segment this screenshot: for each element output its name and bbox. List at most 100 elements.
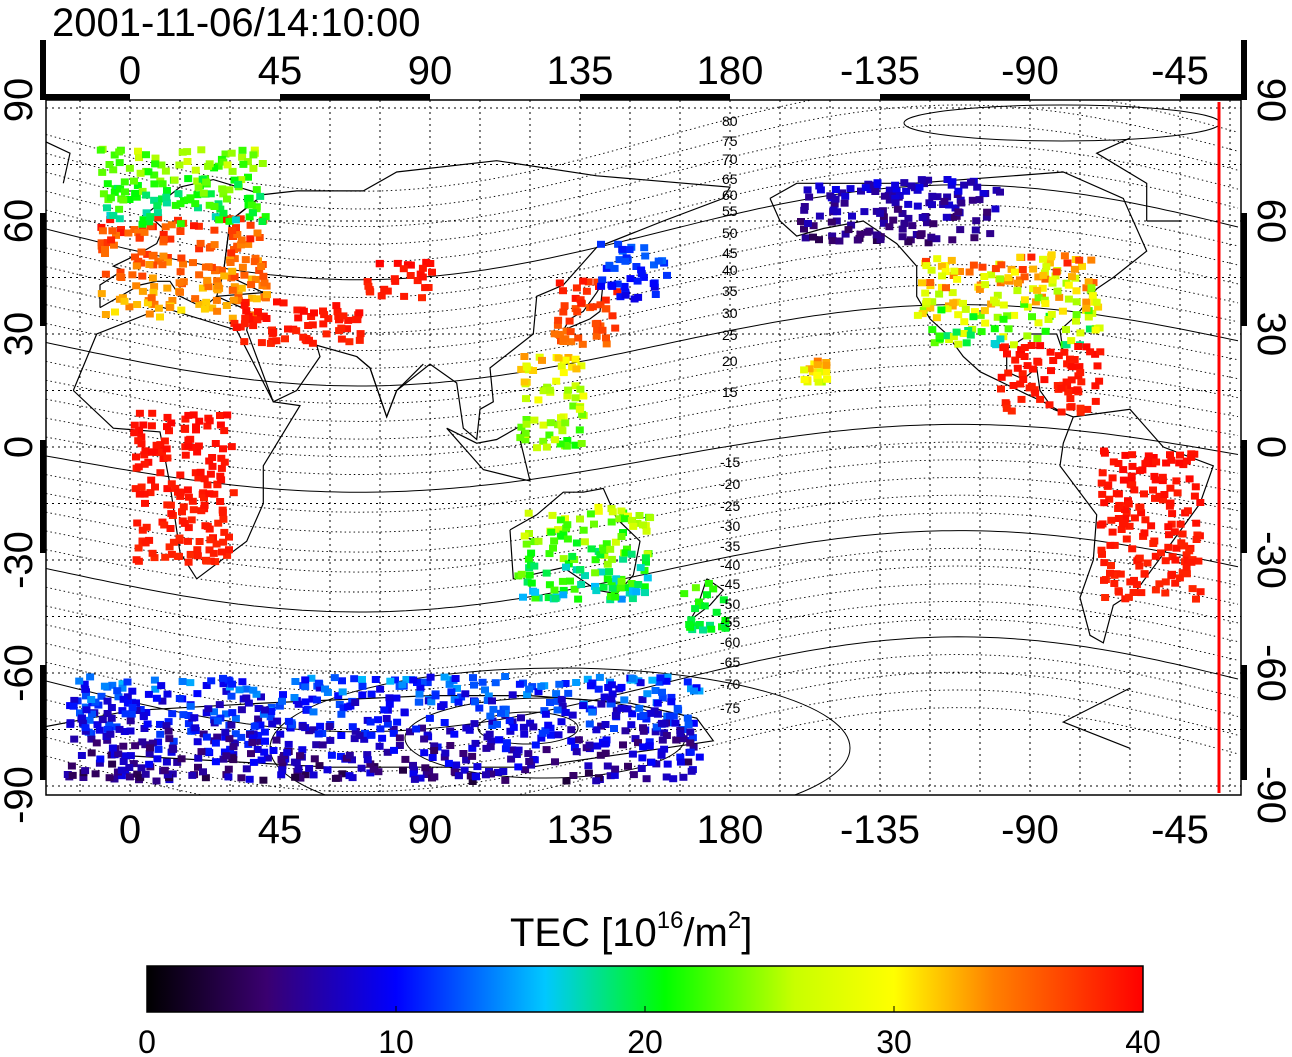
tec-cell bbox=[584, 769, 593, 777]
tec-cell bbox=[959, 299, 967, 307]
tec-cell bbox=[103, 725, 112, 733]
tec-cell bbox=[298, 723, 307, 731]
tec-cell bbox=[355, 732, 364, 740]
tec-cell bbox=[501, 673, 510, 680]
colorbar-title-exponent: 16 bbox=[657, 907, 684, 934]
tec-cell bbox=[1128, 451, 1137, 459]
tec-cell bbox=[336, 752, 345, 760]
tec-cell bbox=[119, 196, 128, 204]
tec-cell bbox=[1107, 562, 1115, 569]
tec-cell bbox=[577, 581, 586, 588]
tec-cell bbox=[163, 423, 171, 431]
tec-cell bbox=[77, 752, 86, 759]
tec-cell bbox=[531, 594, 540, 602]
tec-cell bbox=[540, 707, 549, 715]
tec-cell bbox=[591, 582, 599, 590]
tec-cell bbox=[158, 195, 166, 203]
tec-cell bbox=[471, 739, 480, 747]
tec-cell bbox=[234, 288, 243, 296]
tec-cell bbox=[709, 585, 718, 593]
tec-cell bbox=[893, 205, 902, 213]
tec-cell bbox=[512, 751, 521, 758]
tec-cell bbox=[530, 756, 539, 764]
tec-cell bbox=[230, 283, 239, 291]
tec-cell bbox=[922, 257, 930, 265]
tec-cell bbox=[337, 732, 346, 739]
tec-cell bbox=[991, 205, 1000, 213]
tec-cell bbox=[1062, 326, 1070, 334]
tec-cell bbox=[557, 362, 566, 370]
tec-cell bbox=[266, 713, 275, 721]
tec-cell bbox=[1190, 492, 1199, 500]
tec-cell bbox=[1046, 348, 1055, 356]
tec-cell bbox=[962, 339, 971, 347]
tec-cell bbox=[227, 149, 236, 157]
tec-cell bbox=[539, 387, 548, 395]
tec-cell bbox=[943, 193, 952, 201]
tec-cell bbox=[217, 476, 226, 484]
tec-cell bbox=[1019, 376, 1028, 383]
tec-cell bbox=[608, 584, 617, 592]
tec-cell bbox=[1041, 275, 1050, 283]
tec-cell bbox=[892, 187, 901, 195]
tec-cell bbox=[106, 216, 115, 224]
tec-cell bbox=[416, 684, 425, 692]
tec-cell bbox=[628, 674, 637, 682]
tec-cell bbox=[367, 690, 376, 698]
tec-cell bbox=[797, 218, 805, 225]
tec-cell bbox=[339, 312, 348, 320]
tec-cell bbox=[700, 602, 709, 610]
tec-cell bbox=[414, 698, 423, 706]
tec-cell bbox=[993, 291, 1002, 299]
tec-cell bbox=[161, 553, 170, 561]
tec-cell bbox=[249, 686, 258, 694]
tec-cell bbox=[1109, 458, 1118, 466]
tec-cell bbox=[194, 474, 203, 482]
tec-cell bbox=[514, 746, 523, 754]
tec-cell bbox=[615, 515, 624, 523]
tec-cell bbox=[213, 733, 222, 741]
tec-cell bbox=[593, 326, 602, 334]
tec-cell bbox=[592, 587, 601, 595]
tec-cell bbox=[487, 737, 496, 745]
tec-cell bbox=[617, 577, 626, 585]
tec-cell bbox=[669, 775, 678, 783]
tec-cell bbox=[1002, 400, 1011, 408]
tec-cell bbox=[133, 519, 142, 527]
tec-cell bbox=[206, 536, 215, 544]
tec-cell bbox=[148, 739, 157, 747]
tec-cell bbox=[651, 291, 660, 298]
tec-cell bbox=[1062, 378, 1071, 386]
tec-cell bbox=[229, 233, 237, 240]
tec-cell bbox=[193, 546, 202, 554]
edge-bar-top bbox=[880, 94, 1030, 100]
tec-cell bbox=[568, 711, 577, 719]
contour-label-south: -70 bbox=[720, 676, 740, 692]
tec-cell bbox=[231, 216, 240, 224]
tec-cell bbox=[550, 537, 559, 545]
tec-cell bbox=[454, 698, 463, 706]
tec-cell bbox=[1013, 364, 1022, 372]
tec-cell bbox=[176, 492, 185, 500]
tec-cell bbox=[241, 314, 250, 322]
tec-cell bbox=[706, 621, 714, 629]
tec-cell bbox=[174, 190, 183, 198]
tec-cell bbox=[981, 281, 990, 289]
tec-cell bbox=[202, 682, 211, 689]
tec-cell bbox=[606, 545, 615, 553]
tec-cell bbox=[553, 706, 562, 714]
tec-cell bbox=[600, 693, 609, 701]
tec-cell bbox=[848, 212, 856, 220]
tec-cell bbox=[423, 679, 432, 687]
tec-cell bbox=[933, 255, 942, 263]
tec-cell bbox=[598, 276, 607, 284]
tec-cell bbox=[571, 394, 580, 402]
tec-cell bbox=[230, 176, 239, 184]
tec-cell bbox=[1168, 510, 1177, 518]
tec-cell bbox=[545, 386, 554, 394]
tec-cell bbox=[301, 698, 310, 706]
tec-cell bbox=[466, 772, 475, 780]
tec-cell bbox=[219, 445, 227, 453]
lat-label-left: 90 bbox=[0, 78, 41, 123]
